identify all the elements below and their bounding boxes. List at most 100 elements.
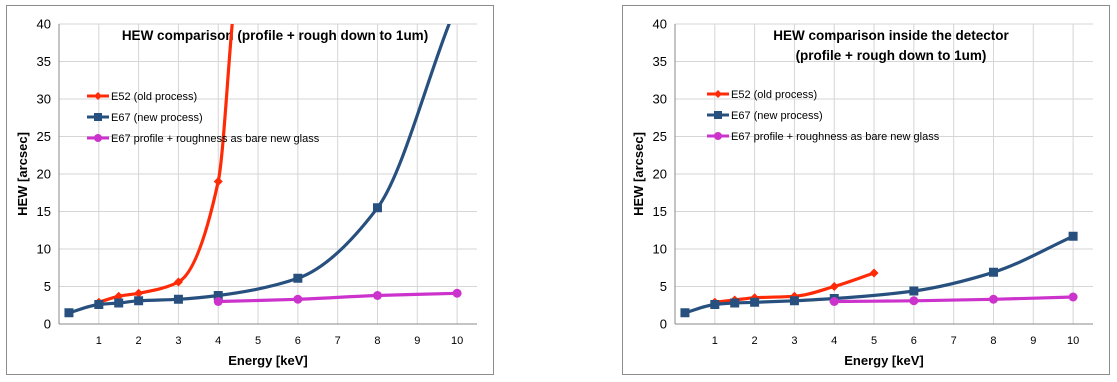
data-point [750, 297, 760, 307]
x-tick-label: 3 [175, 335, 181, 347]
x-tick-label: 1 [96, 335, 102, 347]
y-tick-label: 5 [660, 279, 667, 294]
data-point [730, 298, 740, 308]
y-tick-label: 25 [37, 129, 51, 144]
data-point [680, 308, 690, 318]
data-point [372, 203, 382, 213]
y-tick-label: 10 [653, 242, 667, 257]
y-tick-label: 25 [653, 129, 667, 144]
x-tick-label: 2 [136, 335, 142, 347]
x-axis-title: Energy [keV] [844, 353, 923, 368]
legend-label: E67 (new process) [111, 112, 203, 124]
legend-marker [714, 132, 722, 140]
y-axis-title: HEW [arcsec] [15, 132, 30, 216]
y-tick-label: 30 [653, 92, 667, 107]
series-line [216, 291, 459, 304]
data-point [114, 298, 124, 308]
series-line [832, 295, 1075, 304]
data-point [829, 297, 839, 306]
series-line [67, 24, 451, 315]
plot-area [680, 231, 1078, 318]
legend-label: E67 profile + roughness as bare new glas… [731, 131, 940, 143]
data-point [213, 297, 223, 306]
legend-marker [714, 111, 722, 119]
legend-marker [94, 134, 102, 142]
data-point [64, 308, 74, 318]
data-point [213, 177, 223, 186]
chart-panel-left: 0 5 10 15 20 25 30 35 40 1 2 3 4 5 6 7 8 9 10 Energy [keV] H… [6, 5, 494, 375]
data-point [829, 282, 839, 291]
x-tick-label: 3 [791, 335, 797, 347]
legend-label: E67 profile + roughness as bare new glas… [111, 133, 320, 145]
data-point [94, 300, 104, 309]
legend-label: E52 (old process) [731, 89, 817, 101]
data-point [909, 286, 919, 296]
data-point [1068, 292, 1078, 302]
chart-left-svg: 0 5 10 15 20 25 30 35 40 1 2 3 4 5 6 7 8 9 10 Energy [keV] H… [15, 17, 477, 368]
legend-marker [94, 92, 102, 100]
x-tick-label: 4 [831, 335, 837, 347]
data-point [293, 294, 303, 304]
data-point [134, 288, 144, 298]
x-tick-label: 5 [871, 335, 877, 347]
data-point [710, 300, 720, 309]
legend: E52 (old process) E67 (new process) E67 pr… [707, 89, 940, 143]
data-point [213, 291, 223, 300]
chart-panel-right: 0 5 10 15 20 25 30 35 40 1 2 3 4 5 6 7 8 9 10 Energy [keV] H… [622, 5, 1110, 375]
data-point [173, 294, 183, 304]
x-tick-label: 6 [911, 335, 917, 347]
x-tick-label: 9 [414, 335, 420, 347]
legend-label: E52 (old process) [111, 91, 197, 103]
x-tick-label: 4 [215, 335, 221, 347]
plot-area [64, 24, 462, 318]
y-tick-label: 35 [37, 54, 51, 69]
series-line [683, 234, 1075, 315]
series-line [97, 24, 234, 304]
data-point [134, 296, 144, 306]
x-tick-label: 6 [295, 335, 301, 347]
data-point [869, 268, 879, 278]
x-tick-label: 7 [335, 335, 341, 347]
x-axis-title: Energy [keV] [228, 353, 307, 368]
data-point [452, 288, 462, 298]
gridlines [59, 23, 477, 325]
y-tick-label: 10 [37, 242, 51, 257]
y-tick-label: 40 [653, 17, 667, 32]
y-tick-label: 0 [44, 317, 51, 332]
gridlines [675, 23, 1093, 325]
x-tick-label: 2 [752, 335, 758, 347]
chart-title: HEW comparison inside the detector [773, 28, 1009, 43]
data-point [1068, 231, 1078, 241]
legend-marker [714, 90, 722, 98]
y-tick-label: 5 [44, 279, 51, 294]
y-tick-label: 15 [37, 204, 51, 219]
data-point [789, 296, 799, 306]
data-point [988, 267, 998, 277]
chart-title: HEW comparison (profile + rough down to … [122, 28, 428, 43]
data-point [293, 273, 303, 283]
y-tick-label: 0 [660, 317, 667, 332]
y-axis-title: HEW [arcsec] [631, 132, 646, 216]
x-tick-label: 7 [951, 335, 957, 347]
x-tick-label: 8 [990, 335, 996, 347]
x-tick-label: 1 [712, 335, 718, 347]
x-tick-label: 9 [1030, 335, 1036, 347]
x-tick-label: 10 [451, 335, 463, 347]
chart-right-svg: 0 5 10 15 20 25 30 35 40 1 2 3 4 5 6 7 8 9 10 Energy [keV] H… [631, 17, 1093, 368]
y-tick-label: 20 [37, 167, 51, 182]
legend-marker [94, 113, 102, 121]
legend: E52 (old process) E67 (new process) E67 pr… [87, 91, 320, 145]
x-tick-label: 8 [374, 335, 380, 347]
y-tick-label: 35 [653, 54, 667, 69]
legend-label: E67 (new process) [731, 110, 823, 122]
y-tick-label: 40 [37, 17, 51, 32]
y-tick-label: 15 [653, 204, 667, 219]
y-tick-label: 20 [653, 167, 667, 182]
x-tick-label: 5 [255, 335, 261, 347]
data-point [988, 294, 998, 304]
data-point [372, 291, 382, 300]
data-point [173, 277, 183, 287]
x-tick-label: 10 [1067, 335, 1079, 347]
chart-title: (profile + rough down to 1um) [796, 48, 987, 63]
data-point [909, 296, 919, 306]
